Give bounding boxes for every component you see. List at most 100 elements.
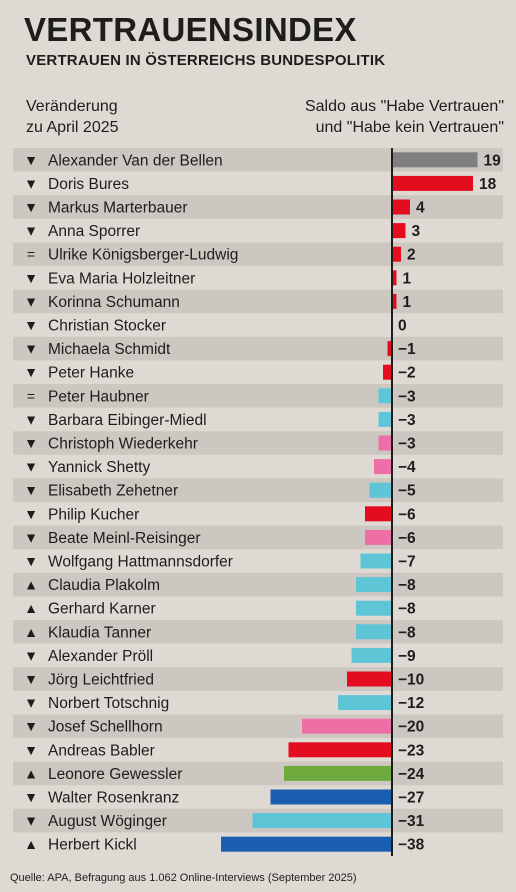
bar <box>351 647 392 663</box>
politician-name: Anna Sporrer <box>48 223 140 240</box>
change-marker: ▼ <box>24 695 38 711</box>
header-change-line-1: Veränderung <box>26 98 118 115</box>
change-marker: ▼ <box>24 671 38 687</box>
bar <box>338 695 392 711</box>
value-label: −3 <box>398 436 416 453</box>
change-marker: ▼ <box>24 341 38 357</box>
bar <box>360 553 392 569</box>
bar <box>392 199 410 215</box>
politician-name: Claudia Plakolm <box>48 577 160 594</box>
politician-name: Peter Hanke <box>48 365 134 382</box>
change-marker: ▼ <box>24 223 38 239</box>
bar <box>369 482 392 498</box>
bar <box>392 246 401 262</box>
value-label: −6 <box>398 506 416 523</box>
bar <box>356 600 392 616</box>
bar <box>221 836 392 852</box>
change-marker: ▼ <box>24 459 38 475</box>
bar <box>347 671 392 687</box>
change-marker: ▼ <box>24 813 38 829</box>
value-label: −3 <box>398 388 416 405</box>
change-marker: ▼ <box>24 647 38 663</box>
change-marker: = <box>27 246 35 262</box>
value-label: −38 <box>398 837 425 854</box>
bar <box>392 152 478 168</box>
change-marker: ▲ <box>24 577 38 593</box>
bar <box>365 529 392 545</box>
change-marker: ▲ <box>24 765 38 781</box>
bar <box>288 742 392 758</box>
value-label: −1 <box>398 341 416 358</box>
politician-name: Ulrike Königsberger-Ludwig <box>48 247 238 264</box>
value-label: −24 <box>398 766 425 783</box>
change-marker: ▼ <box>24 270 38 286</box>
bar <box>302 718 392 734</box>
value-label: −2 <box>398 365 416 382</box>
page-subtitle: VERTRAUEN IN ÖSTERREICHS BUNDESPOLITIK <box>26 52 386 69</box>
bar <box>392 270 397 286</box>
politician-name: Leonore Gewessler <box>48 766 182 783</box>
politician-name: Peter Haubner <box>48 388 149 405</box>
bar <box>374 459 392 475</box>
politician-name: August Wöginger <box>48 813 167 830</box>
value-label: 0 <box>398 318 407 335</box>
value-label: 2 <box>407 247 416 264</box>
politician-name: Yannick Shetty <box>48 459 150 476</box>
politician-name: Herbert Kickl <box>48 837 137 854</box>
politician-name: Doris Bures <box>48 176 129 193</box>
change-marker: ▲ <box>24 600 38 616</box>
value-label: −8 <box>398 601 416 618</box>
change-marker: ▼ <box>24 553 38 569</box>
value-label: 1 <box>403 294 412 311</box>
change-marker: ▼ <box>24 435 38 451</box>
bar <box>356 577 392 593</box>
value-label: −4 <box>398 459 416 476</box>
change-marker: ▼ <box>24 293 38 309</box>
politician-name: Jörg Leichtfried <box>48 672 154 689</box>
change-marker: ▼ <box>24 789 38 805</box>
value-label: 4 <box>416 200 425 217</box>
change-marker: ▲ <box>24 624 38 640</box>
page-title: VERTRAUENSINDEX <box>24 11 357 48</box>
politician-name: Andreas Babler <box>48 742 155 759</box>
bar <box>356 624 392 640</box>
bar <box>383 364 392 380</box>
row-stripe <box>13 148 503 172</box>
politician-name: Josef Schellhorn <box>48 719 163 736</box>
value-label: −5 <box>398 483 416 500</box>
row-stripe <box>13 242 503 266</box>
politician-name: Beate Meinl-Reisinger <box>48 530 201 547</box>
header-change-line-2: zu April 2025 <box>26 119 119 136</box>
change-marker: ▼ <box>24 411 38 427</box>
value-label: 19 <box>484 152 502 169</box>
bar <box>387 341 392 357</box>
politician-name: Wolfgang Hattmannsdorfer <box>48 554 233 571</box>
politician-name: Norbert Totschnig <box>48 695 169 712</box>
value-label: −12 <box>398 695 424 712</box>
value-label: 3 <box>412 223 421 240</box>
change-marker: = <box>27 388 35 404</box>
change-marker: ▼ <box>24 482 38 498</box>
bar <box>392 175 473 191</box>
row-stripe <box>13 336 503 361</box>
politician-name: Gerhard Karner <box>48 601 156 618</box>
change-marker: ▼ <box>24 152 38 168</box>
politician-name: Philip Kucher <box>48 506 139 523</box>
politician-name: Markus Marterbauer <box>48 200 188 217</box>
value-label: −23 <box>398 742 425 759</box>
politician-name: Walter Rosenkranz <box>48 790 179 807</box>
header-change-label: Veränderung zu April 2025 <box>26 96 119 138</box>
politician-name: Eva Maria Holzleitner <box>48 270 195 287</box>
row-stripe <box>13 289 503 314</box>
politician-name: Alexander Pröll <box>48 648 153 665</box>
value-label: −20 <box>398 719 424 736</box>
bar <box>392 293 397 309</box>
value-label: −3 <box>398 412 416 429</box>
bar <box>378 388 392 404</box>
change-marker: ▲ <box>24 836 38 852</box>
bar <box>392 223 406 239</box>
politician-name: Barbara Eibinger-Miedl <box>48 412 207 429</box>
bar <box>378 435 392 451</box>
politician-name: Korinna Schumann <box>48 294 180 311</box>
change-marker: ▼ <box>24 317 38 333</box>
